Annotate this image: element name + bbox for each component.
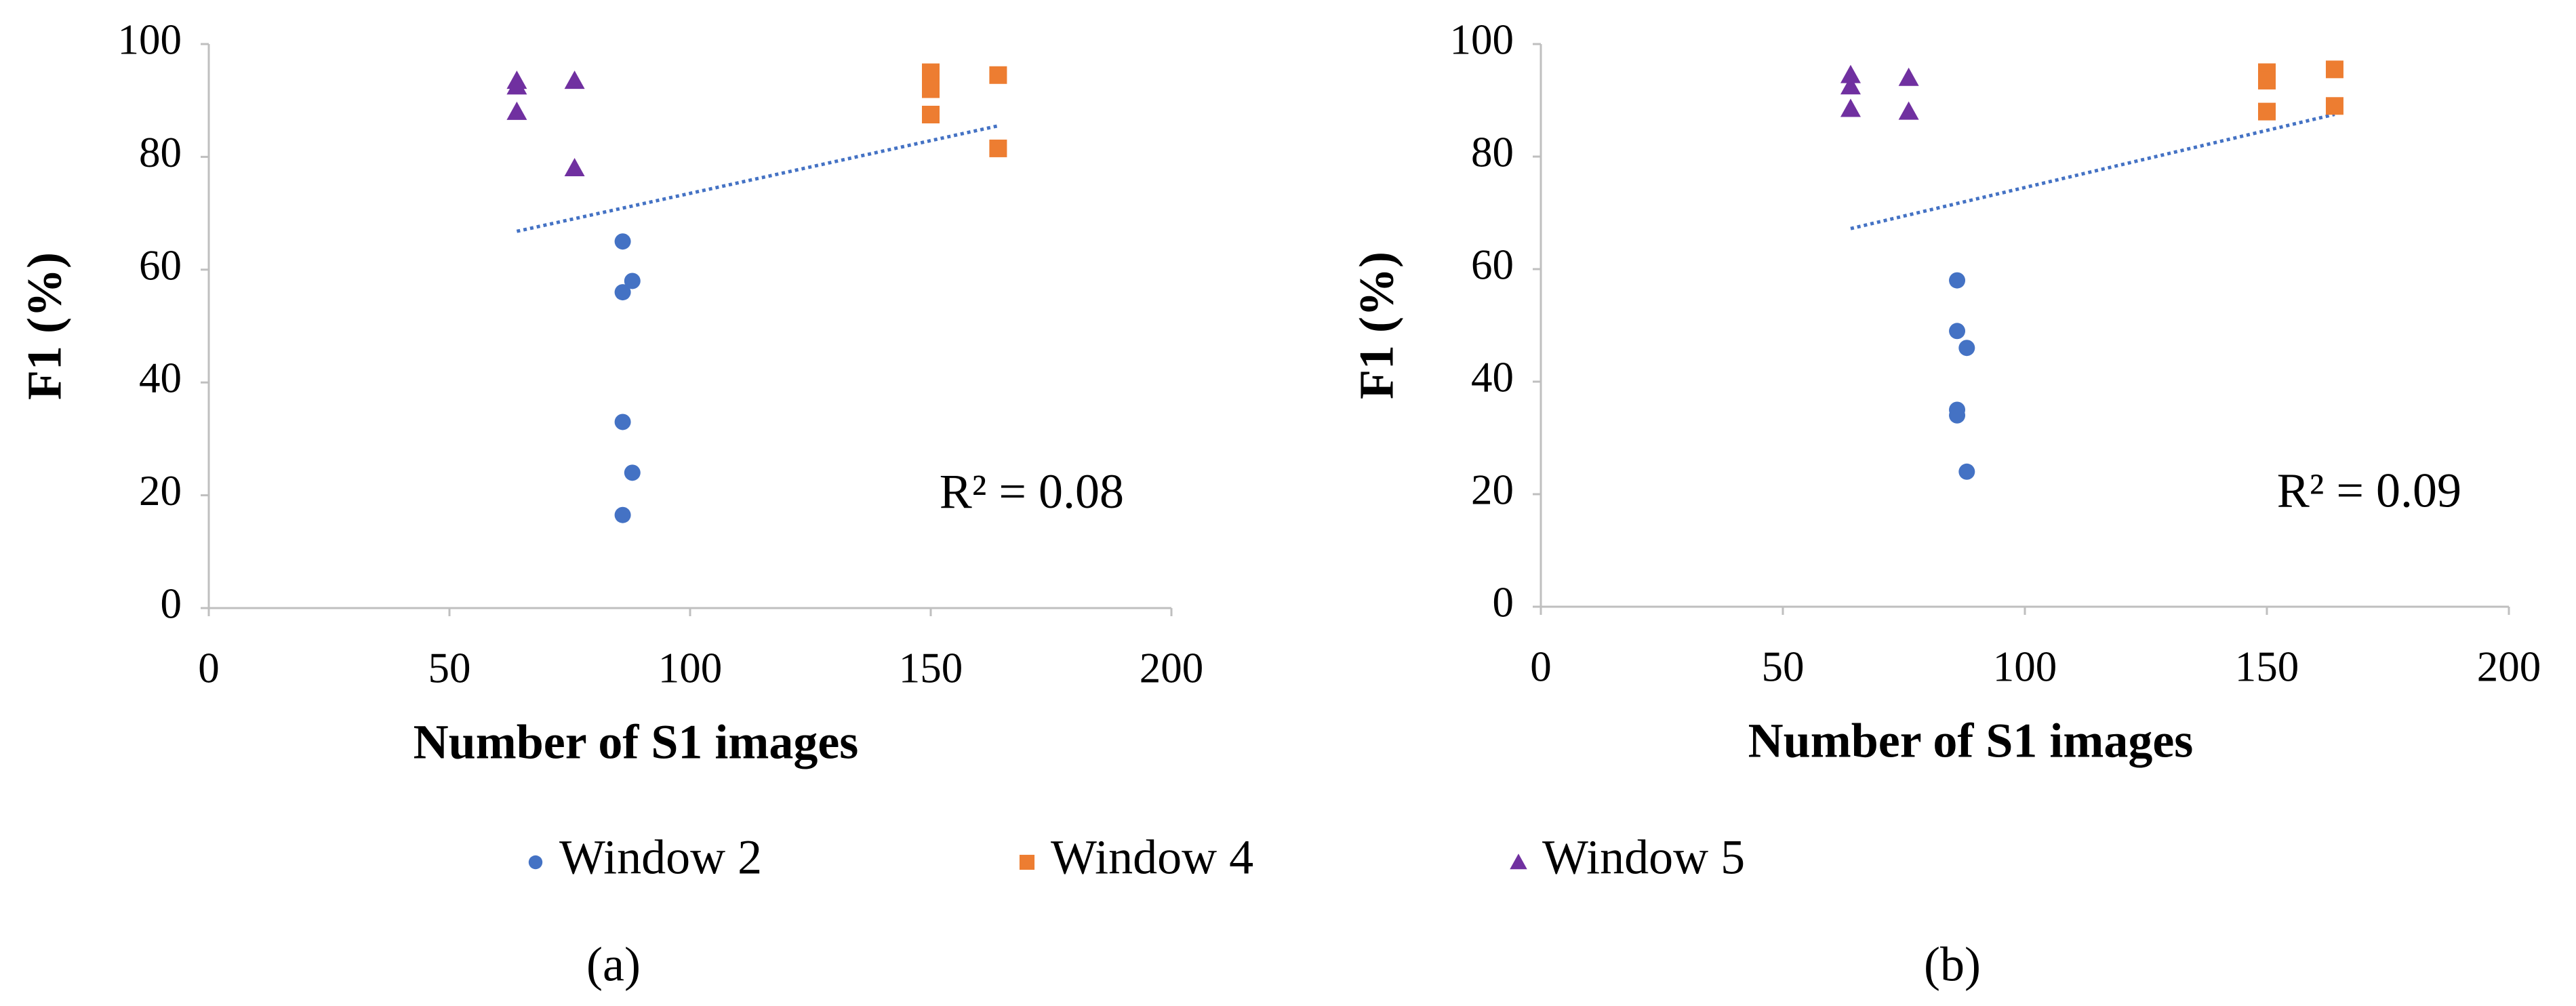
x-tick-label: 200 <box>2477 643 2541 690</box>
marker-square <box>989 66 1007 84</box>
x-tick-label: 50 <box>1762 643 1805 690</box>
marker-square <box>2325 97 2343 115</box>
x-tick-label: 100 <box>658 644 723 691</box>
y-tick-label: 40 <box>139 355 182 402</box>
marker-circle <box>1958 463 1975 480</box>
x-tick-label: 50 <box>428 644 471 691</box>
marker-triangle <box>1510 853 1527 870</box>
marker-triangle <box>564 71 585 89</box>
marker-circle <box>614 414 631 430</box>
x-tick-label: 0 <box>1530 643 1552 690</box>
marker-square <box>2258 102 2276 121</box>
legend-label: Window 2 <box>559 830 762 885</box>
marker-triangle <box>1898 101 1919 120</box>
marker-square <box>2325 60 2343 79</box>
trendline <box>516 124 999 233</box>
x-tick-label: 100 <box>1993 643 2057 690</box>
y-tick-label: 0 <box>161 580 182 627</box>
marker-circle <box>1949 407 1966 424</box>
caption: (b) <box>1924 938 1981 992</box>
y-tick-label: 20 <box>1471 466 1514 513</box>
y-axis-title: F1 (%) <box>18 252 72 400</box>
marker-circle <box>1949 323 1966 340</box>
y-tick-label: 0 <box>1493 578 1514 626</box>
marker-circle <box>614 233 631 250</box>
marker-triangle <box>1840 64 1861 83</box>
y-axis-title: F1 (%) <box>1350 252 1404 399</box>
marker-square <box>989 139 1007 157</box>
x-axis-title: Number of S1 images <box>1748 714 2194 768</box>
legend-label: Window 4 <box>1051 830 1253 885</box>
y-tick-label: 20 <box>139 467 182 515</box>
x-tick-label: 200 <box>1140 644 1204 691</box>
y-tick-label: 60 <box>139 241 182 289</box>
y-tick-label: 80 <box>139 129 182 176</box>
x-tick-label: 0 <box>198 644 220 691</box>
marker-circle <box>624 464 641 481</box>
marker-circle <box>1958 340 1975 357</box>
marker-square <box>1019 854 1035 870</box>
marker-circle <box>614 284 631 301</box>
marker-triangle <box>506 101 527 120</box>
legend-label: Window 5 <box>1542 830 1745 885</box>
marker-circle <box>624 273 641 289</box>
caption: (a) <box>586 938 641 992</box>
marker-triangle <box>1840 76 1861 95</box>
marker-triangle <box>564 158 585 177</box>
y-tick-label: 100 <box>118 16 182 63</box>
y-tick-label: 60 <box>1471 241 1514 288</box>
marker-circle <box>614 506 631 523</box>
x-tick-label: 150 <box>899 644 963 691</box>
x-axis-title: Number of S1 images <box>414 715 859 769</box>
marker-triangle <box>1840 98 1861 117</box>
trendline <box>1850 113 2335 230</box>
annotation: R² = 0.08 <box>940 464 1124 519</box>
marker-square <box>2258 71 2276 89</box>
marker-triangle <box>506 76 527 95</box>
y-tick-label: 100 <box>1450 16 1514 63</box>
annotation: R² = 0.09 <box>2277 464 2461 518</box>
marker-circle <box>1949 272 1966 289</box>
marker-square <box>922 106 940 123</box>
marker-triangle <box>1898 67 1919 86</box>
x-tick-label: 150 <box>2235 643 2299 690</box>
y-tick-label: 40 <box>1471 353 1514 401</box>
marker-circle <box>528 855 543 870</box>
y-tick-label: 80 <box>1471 128 1514 176</box>
marker-square <box>922 80 940 98</box>
